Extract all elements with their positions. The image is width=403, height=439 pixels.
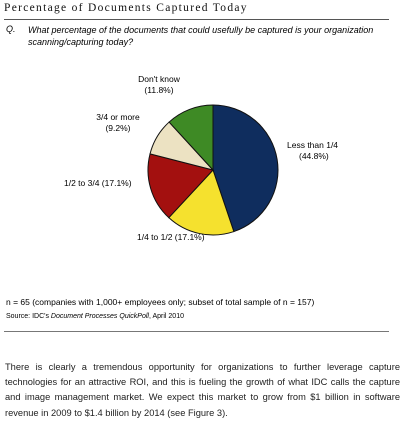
sample-note: n = 65 (companies with 1,000+ employees … (6, 297, 315, 307)
pie-slice-1-2-to-3-4 (147, 153, 214, 219)
slice-label-3-4-or-more: 3/4 or more (9.2%) (96, 112, 140, 133)
pie-slice-less-than-1-4 (212, 104, 279, 233)
title-rule (4, 19, 389, 20)
figure-title: Percentage of Documents Captured Today (4, 2, 248, 14)
figure-bottom-rule (4, 331, 389, 332)
question-text: What percentage of the documents that co… (28, 25, 374, 47)
source-suffix: , April 2010 (148, 313, 184, 320)
body-paragraph: There is clearly a tremendous opportunit… (5, 362, 400, 418)
source-line: Source: IDC's Document Processes QuickPo… (6, 313, 184, 320)
slice-label-1-2-to-3-4: 1/2 to 3/4 (17.1%) (64, 178, 132, 188)
source-title: Document Processes QuickPoll (50, 313, 149, 320)
question-label: Q. (6, 24, 16, 34)
pie-slice-don-t-know (168, 104, 214, 172)
source-prefix: Source: IDC's (6, 313, 51, 320)
slice-label-1-4-to-1-2: 1/4 to 1/2 (17.1%) (137, 232, 205, 242)
pie-slice-1-4-to-1-2 (168, 169, 235, 236)
slice-label-don-t-know: Don't know (11.8%) (138, 74, 181, 95)
slice-label-less-than-1-4: Less than 1/4 (44.8%) (287, 140, 338, 161)
pie-chart: Less than 1/4 (44.8%) 1/4 to 1/2 (17.1%) 1/… (64, 74, 338, 242)
